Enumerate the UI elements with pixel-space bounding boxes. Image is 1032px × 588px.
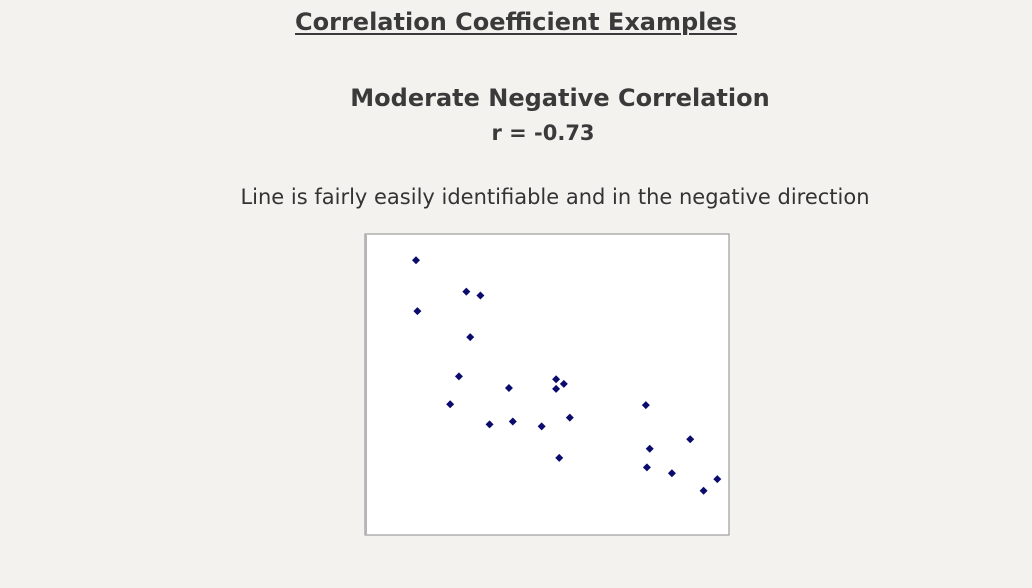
data-points — [412, 256, 722, 495]
data-point — [504, 383, 513, 392]
chart-title: Moderate Negative Correlation — [350, 84, 770, 112]
data-point — [642, 463, 651, 472]
data-point — [641, 401, 650, 410]
data-point — [485, 420, 494, 429]
data-point — [645, 444, 654, 453]
scatter-plot-svg — [364, 233, 730, 536]
scatter-plot — [364, 233, 730, 536]
data-point — [686, 435, 695, 444]
data-point — [412, 256, 420, 265]
data-point — [446, 400, 455, 409]
data-point — [413, 307, 422, 316]
data-point — [559, 379, 568, 388]
data-point — [454, 372, 463, 381]
data-point — [713, 475, 722, 484]
data-point — [552, 375, 561, 384]
correlation-value: r = -0.73 — [491, 121, 595, 145]
data-point — [552, 384, 561, 393]
chart-description: Line is fairly easily identifiable and i… — [240, 185, 870, 209]
data-point — [565, 413, 574, 422]
data-point — [476, 291, 485, 300]
page-heading: Correlation Coefficient Examples — [295, 8, 737, 36]
plot-area — [364, 233, 730, 536]
data-point — [667, 469, 676, 478]
data-point — [508, 417, 517, 426]
data-point — [555, 453, 564, 462]
data-point — [466, 333, 475, 342]
data-point — [699, 486, 708, 495]
data-point — [462, 287, 471, 296]
data-point — [537, 422, 546, 431]
